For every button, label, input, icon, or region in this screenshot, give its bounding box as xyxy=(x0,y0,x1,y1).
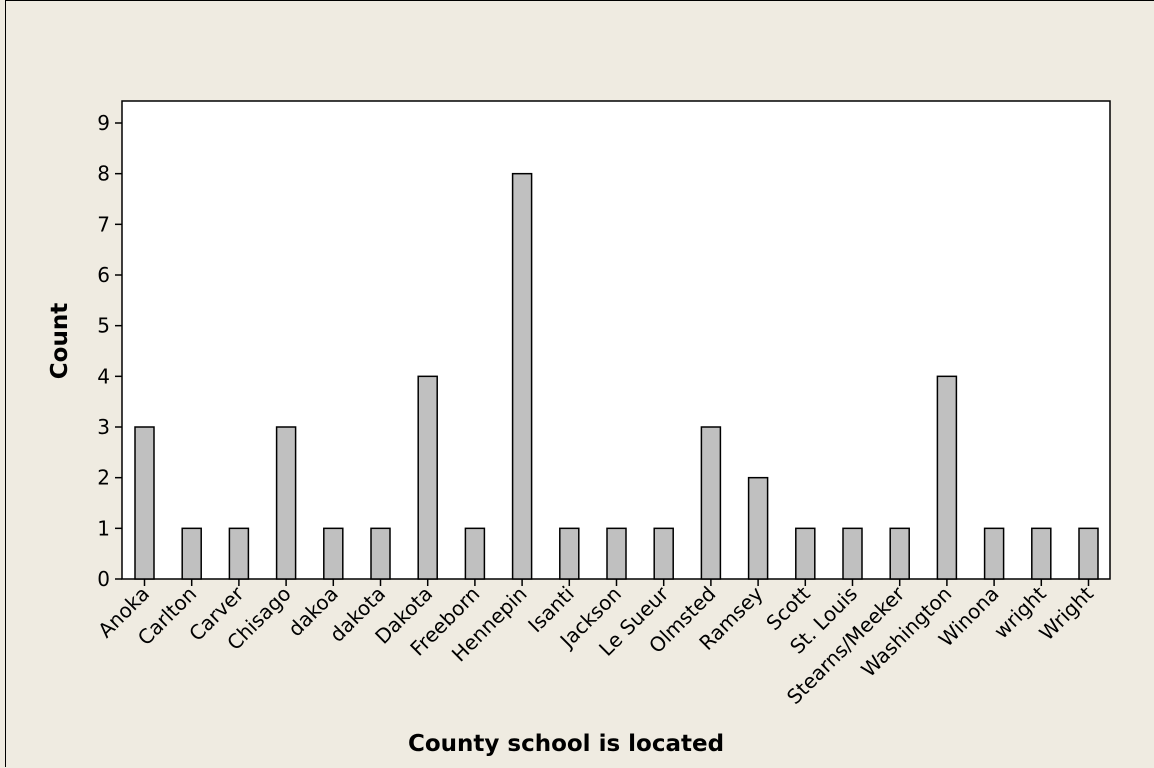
bar-carver xyxy=(228,527,250,580)
bar-chart: 0 1 2 3 4 5 6 7 8 9 AnokaCarltonCarverChisagodako… xyxy=(47,100,1111,757)
bar-wright xyxy=(1031,527,1052,580)
bar-wright xyxy=(1078,527,1099,580)
bar-freeborn xyxy=(464,527,486,580)
y-tick-label: 4 xyxy=(97,364,110,388)
bar-winona xyxy=(983,527,1005,580)
bar-jackson xyxy=(606,527,627,580)
x-axis-title: County school is located xyxy=(408,731,724,757)
bar-isanti xyxy=(559,527,580,580)
bar-carlton xyxy=(181,527,202,580)
y-tick-label: 0 xyxy=(97,567,110,591)
bar-chisago xyxy=(275,426,297,580)
bar-dakoa xyxy=(323,527,344,580)
y-tick-label: 2 xyxy=(97,466,110,490)
bar-hennepin xyxy=(511,172,533,580)
y-tick-label: 7 xyxy=(97,212,110,236)
bar-st-louis xyxy=(842,527,863,580)
bar-scott xyxy=(795,527,816,580)
bar-anoka xyxy=(134,426,155,580)
x-axis: AnokaCarltonCarverChisagodakoadakotaDako… xyxy=(93,579,1098,709)
y-tick-label: 9 xyxy=(97,111,110,135)
bar-le-sueur xyxy=(653,527,674,580)
y-tick-label: 6 xyxy=(97,263,110,287)
bar-olmsted xyxy=(700,426,722,580)
y-tick-label: 3 xyxy=(97,415,110,439)
bar-dakota xyxy=(417,375,438,580)
bar-ramsey xyxy=(747,476,769,580)
chart-frame: 0 1 2 3 4 5 6 7 8 9 Anoka Carlton Carver Chisago dako… xyxy=(5,0,1154,767)
plot-area xyxy=(121,100,1111,580)
bar-stearns-meeker xyxy=(889,527,910,580)
bar-dakota xyxy=(370,527,391,580)
y-tick-label: 1 xyxy=(97,516,110,540)
y-axis-title: Count xyxy=(47,303,73,379)
y-tick-label: 8 xyxy=(97,162,110,186)
y-axis: 0 1 2 3 4 5 6 7 8 9 xyxy=(97,111,122,591)
y-tick-label: 5 xyxy=(97,314,110,338)
x-tick-label: Wright xyxy=(1034,581,1098,645)
bar-washington xyxy=(936,375,958,580)
